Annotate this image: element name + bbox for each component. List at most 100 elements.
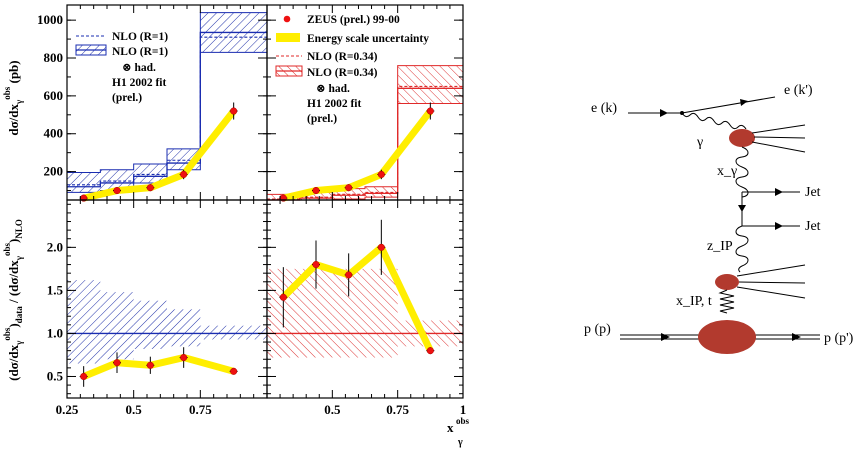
data-point bbox=[146, 361, 154, 369]
pomeron-remnant-3 bbox=[736, 286, 806, 299]
energy-scale-band bbox=[82, 354, 235, 380]
data-point bbox=[312, 186, 320, 195]
feynman-diagram: e (k) e (k') γ x_γ Jet Jet z_IP x_IP, t … bbox=[584, 83, 854, 354]
nlo-parton-line bbox=[267, 85, 463, 200]
y-tick-label: 200 bbox=[44, 164, 64, 179]
y-tick-label: 1000 bbox=[37, 12, 63, 27]
energy-scale-band bbox=[282, 108, 434, 202]
photon-line bbox=[681, 112, 747, 130]
data-point bbox=[230, 367, 238, 375]
data-point bbox=[426, 107, 434, 115]
x-tick-label: 0.25 bbox=[56, 402, 79, 417]
data-point bbox=[180, 170, 188, 178]
band-lower-edge bbox=[267, 102, 463, 201]
pomeron-blob bbox=[715, 274, 739, 290]
panel-bottom-right: 0.5 0.75 1 bbox=[266, 199, 467, 417]
data-point bbox=[146, 184, 154, 192]
legend-label: ZEUS (prel.) 99-00 bbox=[307, 14, 400, 26]
label-p-out: p (p') bbox=[824, 331, 854, 346]
nlo-band-bin bbox=[100, 169, 134, 191]
panel-bottom-left: 0.5 1.0 1.5 2.0 0.25 0.5 0.75 bbox=[47, 199, 268, 417]
x-axis-title-sub: γ bbox=[457, 437, 463, 448]
data-point bbox=[345, 271, 353, 279]
y-tick-label: 400 bbox=[44, 126, 64, 141]
gluon-upper bbox=[735, 146, 749, 198]
label-e-in: e (k) bbox=[591, 101, 617, 116]
pomeron-remnant-2 bbox=[738, 281, 806, 284]
data-point bbox=[312, 261, 320, 269]
nlo-band-bin bbox=[167, 309, 201, 347]
x-tick-label: 0.75 bbox=[386, 402, 409, 417]
nlo-band-bin bbox=[100, 292, 134, 360]
panel-top-right: ZEUS (prel.) 99-00 Energy scale uncertain… bbox=[266, 4, 464, 202]
nlo-parton-line bbox=[67, 36, 267, 186]
nlo-band-bin bbox=[67, 172, 101, 193]
data-point bbox=[426, 347, 434, 355]
label-e-out: e (k') bbox=[784, 83, 813, 98]
nlo-band-bin bbox=[133, 300, 167, 349]
photon-remnant-3 bbox=[751, 141, 806, 153]
y-axis-title-top: dσ/dxγobs (pb) bbox=[2, 60, 24, 135]
legend-label: H1 2002 fit bbox=[112, 77, 166, 89]
legend-label: ⊗ had. bbox=[122, 62, 156, 74]
data-point bbox=[80, 372, 88, 381]
y-axis-title-bottom: (dσ/dxγobs)data / (dσ/dxγobs)NLO bbox=[2, 219, 24, 381]
x-tick-label: 0.75 bbox=[189, 402, 212, 417]
x-tick-label: 0.5 bbox=[126, 402, 143, 417]
nlo-band-bin bbox=[200, 325, 267, 340]
proton-in-arrow bbox=[661, 333, 670, 341]
legend-label: (prel.) bbox=[112, 92, 142, 104]
nlo-band-bin bbox=[365, 268, 398, 358]
data-point bbox=[345, 184, 353, 192]
nlo-band-bin bbox=[67, 280, 101, 364]
legend-label: NLO (R=1) bbox=[112, 46, 168, 58]
legend-swatch-energy bbox=[276, 33, 300, 42]
legend-swatch-data bbox=[283, 15, 291, 23]
photon-remnant-2 bbox=[753, 136, 806, 139]
photon-blob bbox=[729, 129, 755, 147]
label-x-gamma: x_γ bbox=[717, 164, 737, 179]
data-point bbox=[113, 359, 121, 367]
proton-out-arrow bbox=[792, 333, 801, 341]
label-gamma: γ bbox=[696, 135, 703, 150]
y-tick-label: 1.5 bbox=[47, 282, 64, 297]
legend-label: Energy scale uncertainty bbox=[307, 33, 429, 45]
jet1-arrow bbox=[775, 188, 783, 196]
x-axis-title: x bbox=[447, 420, 454, 435]
x-axis-title-sup: obs bbox=[456, 416, 470, 426]
nlo-band-bin bbox=[133, 164, 167, 183]
legend-label: ⊗ had. bbox=[316, 83, 350, 95]
y-tick-label: 800 bbox=[44, 50, 64, 65]
y-tick-label: 0.5 bbox=[47, 368, 64, 383]
x-tick-label: 1 bbox=[460, 402, 467, 417]
y-tick-label: 2.0 bbox=[47, 239, 63, 254]
electron-out-line bbox=[681, 96, 776, 114]
data-point bbox=[113, 186, 121, 195]
quark-arrow bbox=[738, 205, 746, 212]
data-point bbox=[230, 107, 238, 115]
data-point bbox=[377, 243, 385, 251]
data-point bbox=[180, 353, 188, 362]
legend-label: NLO (R=1) bbox=[112, 31, 168, 43]
data-point bbox=[377, 170, 385, 178]
legend-label: NLO (R=0.34) bbox=[307, 51, 378, 63]
electron-out-arrow bbox=[740, 99, 748, 106]
electron-arrow bbox=[660, 109, 668, 117]
label-jet1: Jet bbox=[805, 185, 821, 200]
panel-top-left: 200 400 600 800 1000 NLO (R=1) NLO (R=1) ⊗ had.… bbox=[37, 4, 268, 202]
label-z-pomeron: z_IP bbox=[707, 239, 733, 254]
label-p-in: p (p) bbox=[584, 322, 611, 337]
data-point bbox=[279, 293, 287, 301]
nlo-band-bin bbox=[299, 192, 333, 200]
legend-label: (prel.) bbox=[307, 113, 337, 125]
nlo-band-bin bbox=[397, 65, 463, 104]
y-tick-label: 1.0 bbox=[47, 325, 63, 340]
x-tick-label: 0.5 bbox=[324, 402, 341, 417]
legend-label: H1 2002 fit bbox=[307, 98, 361, 110]
y-tick-label: 600 bbox=[44, 88, 64, 103]
proton-blob bbox=[698, 320, 756, 354]
pomeron-remnant-1 bbox=[736, 264, 806, 277]
pomeron-zigzag bbox=[718, 289, 735, 314]
legend-label: NLO (R=0.34) bbox=[307, 67, 378, 79]
photon-remnant-1 bbox=[751, 124, 806, 134]
